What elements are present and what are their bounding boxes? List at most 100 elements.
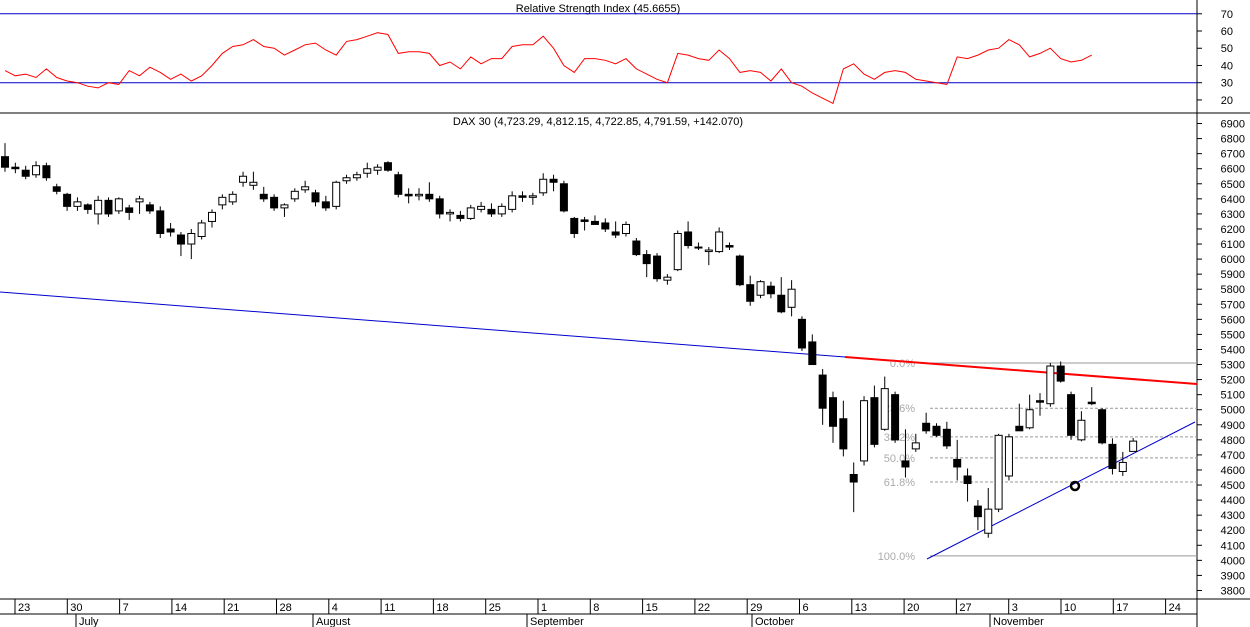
candle-body-down [746, 284, 755, 302]
candle-body-up [135, 198, 144, 203]
candle-body-up [228, 193, 237, 203]
price-y-tick-label: 4800 [1221, 435, 1245, 447]
candle [11, 162, 20, 174]
price-y-tick-label: 6200 [1221, 224, 1245, 236]
candle-body-down [932, 425, 941, 436]
candle [549, 174, 558, 192]
candle [642, 250, 651, 278]
candle [383, 161, 392, 172]
price-y-tick-label: 5600 [1221, 314, 1245, 326]
candle [218, 194, 227, 210]
candle [477, 201, 486, 213]
x-tick-label: 30 [70, 602, 82, 614]
candle-body-down [901, 460, 910, 468]
candle-body-down [570, 217, 579, 234]
candle [270, 194, 279, 211]
candle [1067, 391, 1076, 440]
candle-body-down [684, 231, 693, 247]
candle-body-down [145, 204, 154, 212]
price-y-tick-label: 5400 [1221, 344, 1245, 356]
candle-body-down [394, 174, 403, 195]
rsi-line [4, 32, 1093, 105]
candle-body-down [953, 458, 962, 468]
support-touch-marker [1069, 480, 1081, 492]
candle [663, 274, 672, 285]
candle-body-down [259, 193, 268, 200]
candle [487, 203, 496, 217]
fib-level-label: 100.0% [878, 551, 916, 563]
candle-body-up [477, 205, 486, 210]
candle-body-down [963, 475, 972, 485]
candle [756, 280, 765, 299]
candle-body-down [52, 186, 61, 192]
candle [766, 281, 775, 299]
candle [1129, 438, 1138, 452]
month-label: August [316, 616, 350, 627]
month-label: November [993, 616, 1044, 627]
candle-body-down [942, 428, 951, 447]
candle-body-up [673, 232, 682, 271]
candle-body-down [176, 234, 185, 245]
price-y-tick-label: 6900 [1221, 119, 1245, 131]
candle [290, 188, 299, 202]
month-label: September [530, 616, 584, 627]
candle-body-up [756, 281, 765, 296]
candle-body-up [1129, 440, 1138, 452]
price-y-tick-label: 6300 [1221, 209, 1245, 221]
candle [611, 221, 620, 239]
candle [104, 197, 113, 217]
price-y-tick-label: 4700 [1221, 450, 1245, 462]
candle-body-up [363, 168, 372, 174]
candle-body-down [632, 240, 641, 256]
candle-body-up [239, 175, 248, 183]
price-y-tick-label: 4300 [1221, 510, 1245, 522]
candle [415, 188, 423, 201]
candle-body-up [32, 165, 41, 176]
x-tick-label: 8 [593, 602, 599, 614]
candle-body-up [352, 174, 361, 179]
price-y-tick-label: 3800 [1221, 585, 1245, 597]
candle [818, 369, 827, 425]
x-tick-label: 7 [123, 602, 129, 614]
candle-body-up [663, 276, 672, 281]
candle [135, 195, 144, 214]
price-y-tick-label: 4500 [1221, 480, 1245, 492]
candle-body-down [404, 193, 413, 197]
x-tick-label: 22 [698, 602, 710, 614]
candle [684, 221, 693, 249]
candle-body-down [487, 208, 496, 215]
candle [922, 412, 931, 434]
candle-body-up [114, 198, 123, 212]
candle [787, 280, 796, 317]
candle [208, 209, 216, 228]
candle-body-down [922, 422, 931, 432]
candle-body-down [870, 397, 879, 445]
candle-body-up [704, 249, 713, 253]
price-title: DAX 30 (4,723.29, 4,812.15, 4,722.85, 4,… [453, 116, 743, 128]
candle-body-down [818, 374, 827, 409]
candle-body-down [1098, 409, 1107, 444]
candle-body-down [321, 201, 330, 209]
candle-body-down [808, 341, 817, 366]
candle-body-up [1118, 461, 1127, 472]
candle-body-up [622, 223, 630, 234]
x-tick-label: 20 [907, 602, 919, 614]
candle-body-down [11, 166, 20, 170]
candle-body-up [94, 199, 103, 215]
candle [73, 197, 82, 211]
candle-body-down [166, 228, 175, 233]
price-y-tick-label: 5100 [1221, 390, 1245, 402]
candle-body-down [456, 214, 465, 219]
candle [911, 433, 920, 452]
x-tick-label: 27 [959, 602, 971, 614]
candle [880, 376, 889, 431]
candle-body-down [311, 192, 320, 203]
candle-body-up [539, 178, 548, 194]
candle [1, 143, 9, 172]
candle [508, 191, 517, 213]
candle-body-down [63, 193, 72, 207]
candle-body-down [777, 294, 786, 313]
x-tick-label: 17 [1116, 602, 1128, 614]
rsi-y-tick-label: 70 [1221, 9, 1233, 21]
